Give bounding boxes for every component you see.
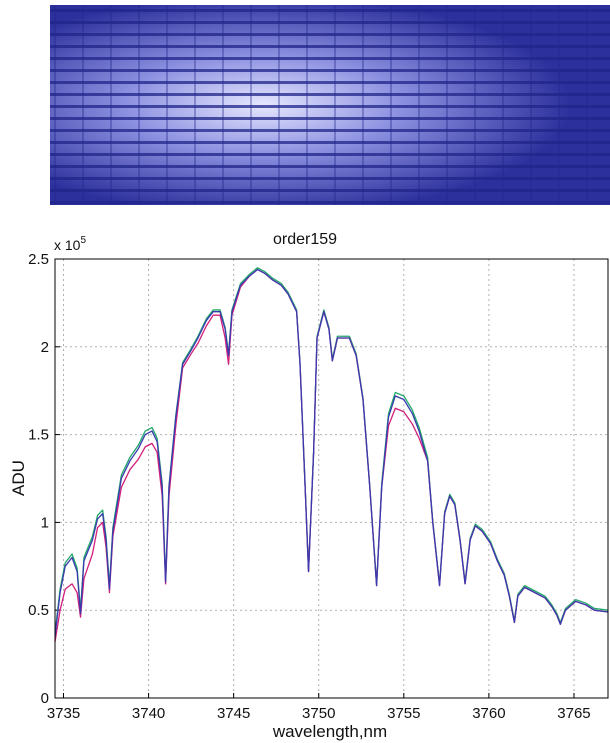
- y-multiplier-exponent: 5: [80, 235, 86, 246]
- x-tick-label: 3745: [217, 705, 250, 722]
- y-axis-label: ADU: [9, 460, 28, 496]
- chart-title: order159: [273, 231, 337, 248]
- y-tick-label: 2.5: [28, 251, 49, 268]
- y-tick-label: 1: [41, 514, 49, 531]
- spectrum-image: [50, 5, 610, 205]
- x-tick-label: 3735: [47, 705, 80, 722]
- plot-area: 0 0.5 1 1.5 2 2.5 3735 3740 3745 3750 3755 3760 3765: [28, 251, 609, 722]
- y-tick-label: 1.5: [28, 427, 49, 444]
- series-line: [54, 268, 609, 637]
- y-tick-label: 2: [41, 339, 49, 356]
- x-tick-label: 3760: [472, 705, 505, 722]
- x-tick-label: 3740: [132, 705, 165, 722]
- x-axis-label: wavelength,nm: [272, 722, 387, 741]
- axes-box: [54, 258, 609, 699]
- y-tick-label: 0: [41, 690, 49, 707]
- x-tick-label: 3750: [302, 705, 335, 722]
- x-tick-label: 3765: [557, 705, 590, 722]
- y-multiplier: x 105: [54, 235, 86, 253]
- y-multiplier-base: x 10: [54, 237, 81, 253]
- x-tick-label: 3755: [387, 705, 420, 722]
- y-tick-label: 0.5: [28, 602, 49, 619]
